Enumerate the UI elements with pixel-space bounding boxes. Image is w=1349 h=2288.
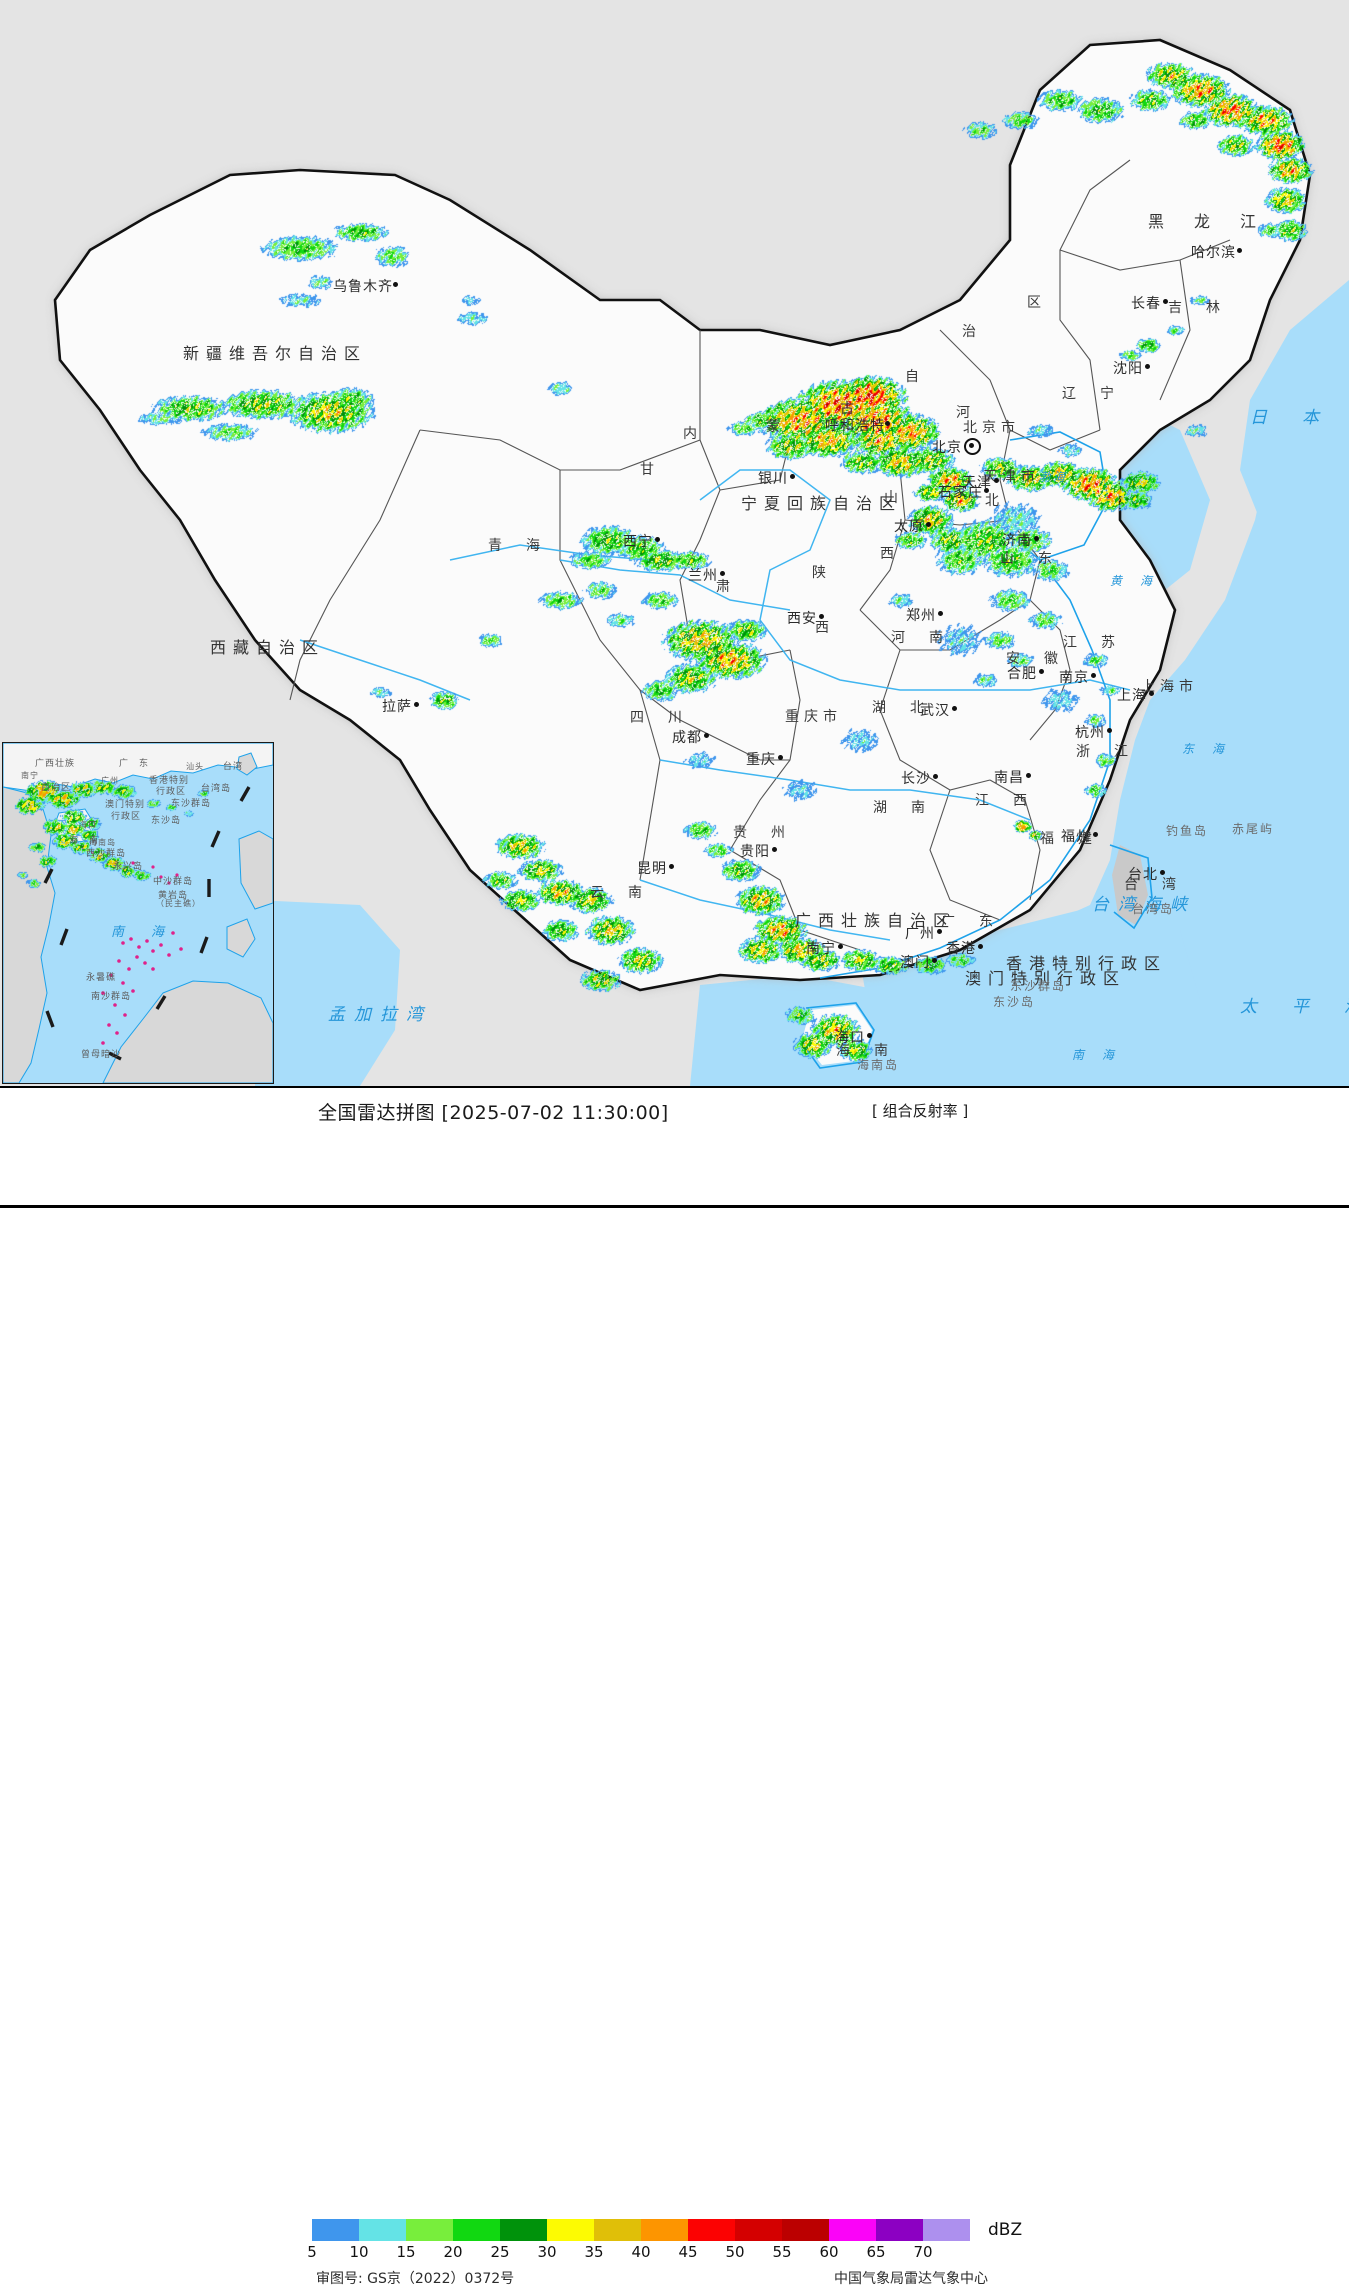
colorbar-swatch-30[interactable] bbox=[547, 2219, 594, 2241]
city-marker-28 bbox=[669, 864, 674, 869]
city-marker-8 bbox=[984, 488, 989, 493]
city-marker-7 bbox=[926, 522, 931, 527]
south-china-sea-inset[interactable]: 广西壮族 自治区 南宁广 东广州 汕头 台湾 香港特别 行政区 澳门特别 行政区 台湾岛 东沙群岛东… bbox=[2, 742, 274, 1084]
city-marker-11 bbox=[1145, 364, 1150, 369]
colorbar-swatch-5[interactable] bbox=[312, 2219, 359, 2241]
radar-map[interactable]: 新疆维吾尔自治区 西藏自治区青 海甘肃内蒙古自治区宁夏回族自治区陕西山西河北黑 龙… bbox=[0, 0, 1349, 1086]
city-marker-14 bbox=[1034, 536, 1039, 541]
city-marker-31 bbox=[978, 944, 983, 949]
dbz-unit-label: dBZ bbox=[988, 2220, 1023, 2240]
colorbar-swatch-70[interactable] bbox=[923, 2219, 970, 2241]
colorbar-swatch-40[interactable] bbox=[641, 2219, 688, 2241]
city-marker-20 bbox=[952, 706, 957, 711]
city-marker-3 bbox=[720, 571, 725, 576]
colorbar-tick-65: 65 bbox=[866, 2243, 886, 2261]
approval-number: 审图号: GS京（2022）0372号 bbox=[316, 2271, 515, 2287]
colorbar-swatch-60[interactable] bbox=[829, 2219, 876, 2241]
legend-panel: 全国雷达拼图 [2025-07-02 11:30:00] [ 组合反射率 ] 5… bbox=[0, 1086, 1349, 2287]
colorbar-swatch-45[interactable] bbox=[688, 2219, 735, 2241]
city-marker-12 bbox=[1163, 299, 1168, 304]
colorbar-tick-50: 50 bbox=[725, 2243, 745, 2261]
city-marker-0 bbox=[393, 282, 398, 287]
product-title: 全国雷达拼图 [2025-07-02 11:30:00] bbox=[318, 1102, 669, 1124]
city-marker-18 bbox=[1149, 691, 1154, 696]
city-marker-24 bbox=[1160, 870, 1165, 875]
city-marker-21 bbox=[933, 774, 938, 779]
colorbar-tick-30: 30 bbox=[537, 2243, 557, 2261]
dbz-colorbar[interactable] bbox=[312, 2219, 970, 2241]
city-marker-25 bbox=[704, 733, 709, 738]
colorbar-swatch-10[interactable] bbox=[359, 2219, 406, 2241]
city-marker-2 bbox=[655, 537, 660, 542]
city-marker-26 bbox=[778, 755, 783, 760]
city-marker-10 bbox=[994, 478, 999, 483]
colorbar-swatch-20[interactable] bbox=[453, 2219, 500, 2241]
city-marker-13 bbox=[1237, 248, 1242, 253]
capital-marker bbox=[964, 438, 981, 455]
colorbar-tick-15: 15 bbox=[396, 2243, 416, 2261]
city-marker-33 bbox=[867, 1033, 872, 1038]
colorbar-swatch-65[interactable] bbox=[876, 2219, 923, 2241]
colorbar-tick-20: 20 bbox=[443, 2243, 463, 2261]
city-marker-6 bbox=[885, 421, 890, 426]
colorbar-tick-70: 70 bbox=[913, 2243, 933, 2261]
colorbar-tick-40: 40 bbox=[631, 2243, 651, 2261]
inset-radar-echo-layer bbox=[3, 743, 273, 1083]
colorbar-swatch-15[interactable] bbox=[406, 2219, 453, 2241]
city-marker-29 bbox=[838, 944, 843, 949]
city-marker-32 bbox=[932, 958, 937, 963]
colorbar-tick-45: 45 bbox=[678, 2243, 698, 2261]
city-marker-19 bbox=[1107, 728, 1112, 733]
colorbar-tick-5: 5 bbox=[307, 2243, 317, 2261]
city-marker-30 bbox=[937, 929, 942, 934]
colorbar-tick-10: 10 bbox=[349, 2243, 369, 2261]
source-agency: 中国气象局雷达气象中心 bbox=[834, 2271, 988, 2287]
city-marker-27 bbox=[772, 847, 777, 852]
colorbar-swatch-25[interactable] bbox=[500, 2219, 547, 2241]
city-marker-16 bbox=[1039, 669, 1044, 674]
colorbar-swatch-50[interactable] bbox=[735, 2219, 782, 2241]
city-marker-5 bbox=[819, 614, 824, 619]
city-marker-4 bbox=[790, 474, 795, 479]
product-mode: [ 组合反射率 ] bbox=[872, 1102, 969, 1120]
colorbar-swatch-55[interactable] bbox=[782, 2219, 829, 2241]
colorbar-tick-55: 55 bbox=[772, 2243, 792, 2261]
colorbar-tick-35: 35 bbox=[584, 2243, 604, 2261]
city-marker-23 bbox=[1093, 832, 1098, 837]
colorbar-tick-60: 60 bbox=[819, 2243, 839, 2261]
city-marker-1 bbox=[414, 702, 419, 707]
city-marker-22 bbox=[1026, 773, 1031, 778]
colorbar-tick-25: 25 bbox=[490, 2243, 510, 2261]
city-marker-17 bbox=[1091, 673, 1096, 678]
city-marker-15 bbox=[938, 611, 943, 616]
colorbar-swatch-35[interactable] bbox=[594, 2219, 641, 2241]
